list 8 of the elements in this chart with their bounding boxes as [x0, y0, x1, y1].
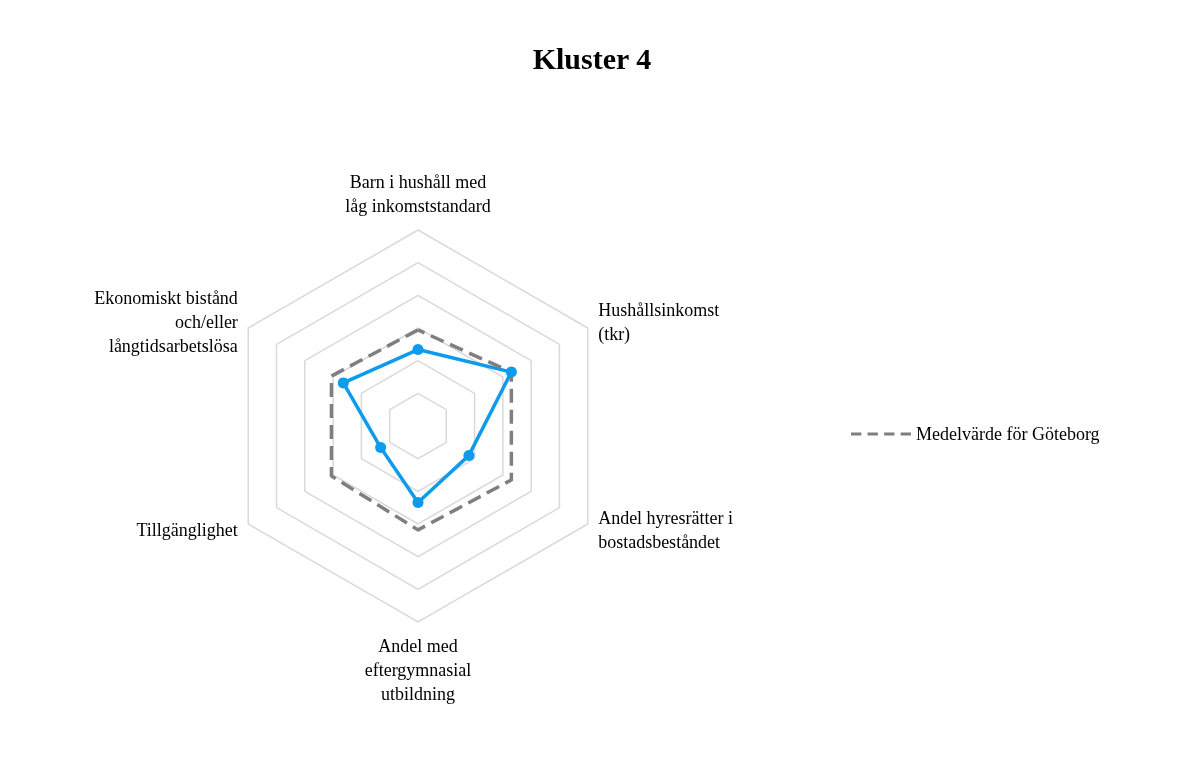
spoke-label: Hushållsinkomst (tkr)	[598, 300, 720, 345]
spoke-label: Tillgänglighet	[136, 520, 238, 540]
spoke-label: Andel med eftergymnasial utbildning	[364, 636, 472, 704]
spoke-label: Andel hyresrätter i bostadsbeståndet	[598, 508, 734, 552]
spoke-label: Barn i hushåll med låg inkomststandard	[345, 172, 491, 216]
legend-label: Medelvärde för Göteborg	[916, 424, 1100, 444]
chart-title: Kluster 4	[532, 41, 652, 75]
spoke-label: Ekonomiskt bistånd och/eller långtidsarbetslösa	[94, 288, 238, 356]
